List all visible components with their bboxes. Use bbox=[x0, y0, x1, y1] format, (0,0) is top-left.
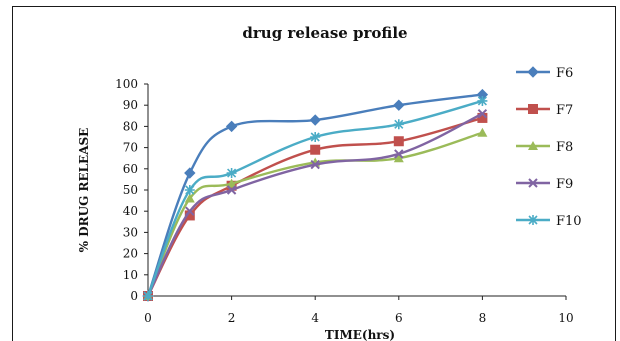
series-line-f7 bbox=[146, 116, 483, 297]
data-point-f8 bbox=[226, 178, 237, 188]
legend-marker-f8 bbox=[528, 141, 538, 150]
data-point-f9 bbox=[477, 108, 488, 119]
data-point-f10 bbox=[226, 168, 237, 179]
data-point-f6 bbox=[225, 120, 238, 133]
y-tick-label: 100 bbox=[115, 77, 138, 91]
legend: F6 F7 F8 F9 F10 bbox=[516, 66, 582, 229]
data-point-f10 bbox=[393, 119, 404, 130]
data-point-f8 bbox=[393, 153, 404, 163]
data-point-f10 bbox=[477, 95, 488, 106]
x-tick-label: 2 bbox=[228, 311, 236, 325]
series-layer bbox=[142, 88, 489, 302]
legend-label-f10: F10 bbox=[556, 214, 582, 229]
x-tick-label: 8 bbox=[479, 311, 487, 325]
legend-label-f7: F7 bbox=[556, 103, 573, 118]
x-tick-label: 4 bbox=[311, 311, 319, 325]
series-f10 bbox=[143, 95, 488, 301]
data-point-f6 bbox=[309, 114, 321, 126]
y-tick-label: 20 bbox=[123, 247, 138, 261]
x-tick-label: 10 bbox=[558, 311, 573, 325]
x-tick-label: 6 bbox=[395, 311, 403, 325]
data-point-f9 bbox=[185, 206, 195, 216]
data-point-f8 bbox=[477, 127, 488, 137]
legend-item-f9: F9 bbox=[516, 177, 573, 192]
data-point-f10 bbox=[143, 291, 153, 301]
y-tick-label: 60 bbox=[123, 162, 138, 176]
y-tick-label: 0 bbox=[130, 289, 138, 303]
data-point-f9 bbox=[394, 149, 404, 159]
legend-label-f6: F6 bbox=[556, 66, 573, 81]
data-point-f10 bbox=[184, 185, 195, 195]
x-axis-label: TIME(hrs) bbox=[325, 328, 395, 341]
data-point-f6 bbox=[184, 167, 196, 179]
series-f6 bbox=[142, 88, 489, 302]
data-point-f9 bbox=[226, 185, 237, 195]
y-axis-label: % DRUG RELEASE bbox=[77, 128, 91, 253]
y-tick-label: 30 bbox=[123, 225, 138, 239]
y-tick-label: 50 bbox=[123, 183, 138, 197]
y-tick-label: 10 bbox=[123, 268, 138, 282]
data-point-f10 bbox=[310, 132, 321, 142]
series-line-f8 bbox=[146, 131, 483, 297]
legend-item-f10: F10 bbox=[516, 214, 582, 229]
data-point-f7 bbox=[184, 210, 195, 221]
legend-marker-f6 bbox=[527, 66, 539, 78]
legend-label-f9: F9 bbox=[556, 177, 573, 192]
x-tick-label: 0 bbox=[144, 311, 152, 325]
x-tick-group: 0 2 4 6 8 10 bbox=[144, 296, 574, 325]
legend-marker-f7 bbox=[528, 104, 538, 114]
series-line-f6 bbox=[146, 93, 483, 297]
legend-label-f8: F8 bbox=[556, 140, 573, 155]
legend-marker-f9 bbox=[528, 178, 538, 188]
chart-frame bbox=[12, 6, 616, 341]
data-point-f9 bbox=[310, 159, 320, 170]
legend-item-f6: F6 bbox=[516, 66, 573, 81]
y-tick-group: 0 10 20 30 40 50 60 70 80 90 100 bbox=[115, 77, 148, 303]
data-point-f6 bbox=[393, 99, 405, 111]
y-tick-label: 40 bbox=[123, 204, 138, 218]
y-tick-label: 80 bbox=[123, 119, 138, 133]
legend-marker-f10 bbox=[528, 215, 538, 225]
series-line-f10 bbox=[146, 99, 483, 297]
data-point-f7 bbox=[393, 136, 404, 147]
data-point-f8 bbox=[184, 193, 195, 203]
legend-item-f7: F7 bbox=[516, 103, 573, 118]
legend-item-f8: F8 bbox=[516, 140, 573, 155]
series-line-f9 bbox=[146, 112, 483, 297]
data-point-f7 bbox=[310, 144, 321, 155]
y-tick-label: 90 bbox=[123, 98, 138, 112]
y-tick-label: 70 bbox=[123, 141, 138, 155]
data-point-f7 bbox=[477, 112, 488, 123]
chart-title: drug release profile bbox=[242, 24, 407, 42]
